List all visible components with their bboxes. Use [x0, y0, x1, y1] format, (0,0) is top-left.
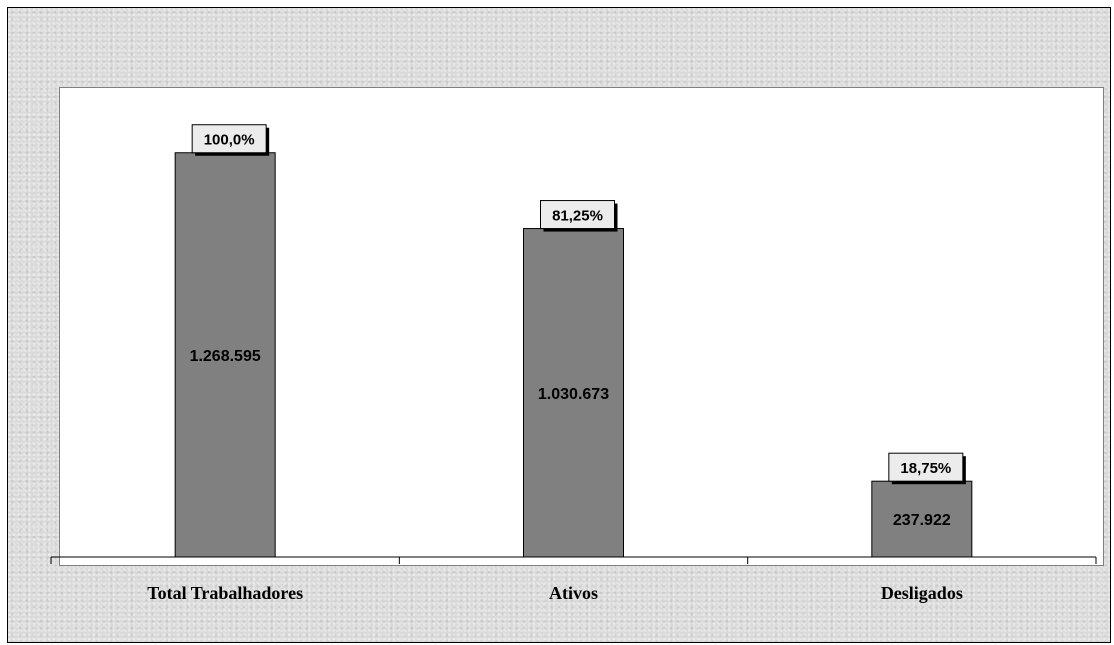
category-label: Ativos [549, 583, 598, 603]
percent-label-box [888, 452, 964, 482]
category-label: Desligados [881, 583, 963, 603]
percent-label: 100,0% [204, 132, 255, 149]
value-label: 1.268.595 [190, 348, 261, 365]
percent-label: 81,25% [552, 208, 603, 225]
bar-0 [174, 152, 276, 558]
value-label: 1.030.673 [538, 386, 609, 403]
bar-1 [523, 228, 624, 558]
percent-label-box [540, 200, 615, 230]
value-label: 237.922 [893, 512, 951, 529]
percent-label: 18,75% [900, 460, 951, 477]
bar-2 [871, 480, 973, 558]
category-label: Total Trabalhadores [147, 583, 303, 603]
percent-label-box [191, 124, 267, 154]
